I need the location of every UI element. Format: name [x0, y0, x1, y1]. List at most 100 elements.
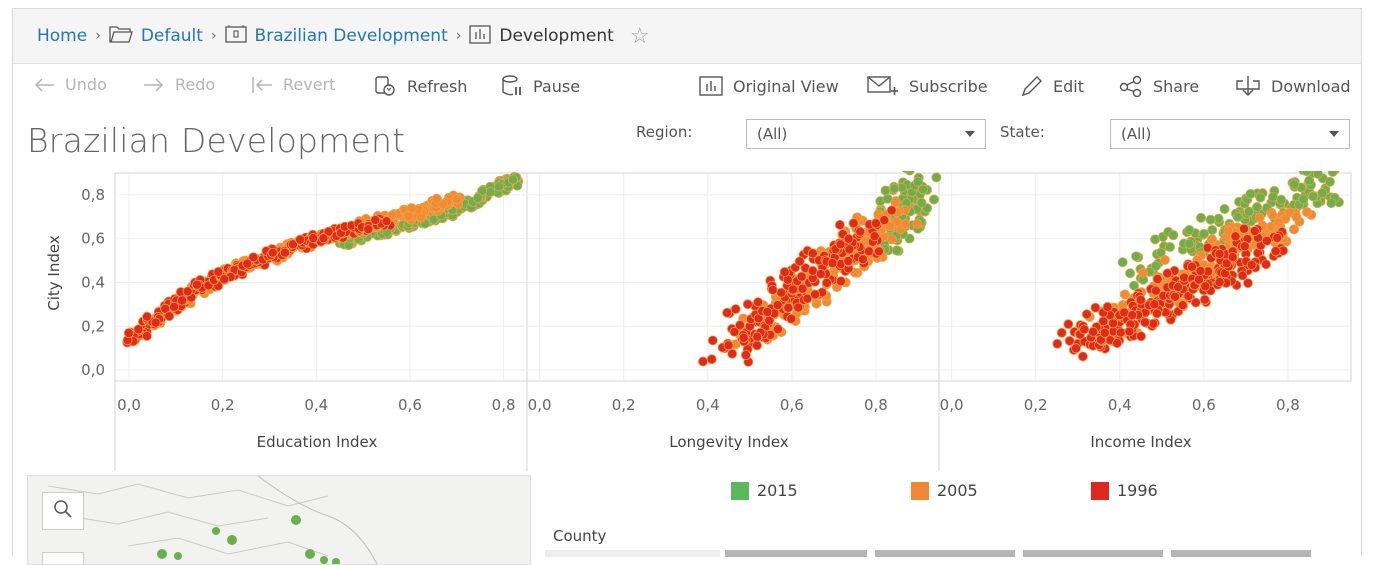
- x-tick-label: 0,8: [1276, 396, 1300, 414]
- data-point-1996: [248, 252, 259, 263]
- data-point-1996: [1112, 338, 1123, 349]
- data-point-2005: [885, 221, 896, 232]
- data-point-1996: [287, 239, 298, 250]
- edit-label: Edit: [1053, 76, 1084, 96]
- share-button[interactable]: Share: [1119, 75, 1199, 97]
- data-point-2005: [912, 218, 923, 229]
- breadcrumb-workbook[interactable]: Brazilian Development: [254, 26, 448, 46]
- state-filter-select[interactable]: (All): [1110, 119, 1350, 149]
- original-view-label: Original View: [733, 76, 839, 96]
- data-point-1996: [863, 246, 874, 257]
- revert-button[interactable]: Revert: [251, 75, 335, 94]
- breadcrumb-project[interactable]: Default: [140, 26, 203, 46]
- data-point-1996: [835, 239, 846, 250]
- redo-button[interactable]: Redo: [143, 75, 215, 94]
- data-point-1996: [1162, 268, 1173, 279]
- subscribe-label: Subscribe: [909, 76, 988, 96]
- data-point-2015: [1267, 191, 1278, 202]
- data-point-1996: [213, 266, 224, 277]
- data-point-1996: [843, 256, 854, 267]
- data-point-1996: [1152, 274, 1163, 285]
- data-point-1996: [706, 354, 717, 365]
- data-point-1996: [150, 317, 161, 328]
- x-tick-label: 0,6: [1192, 396, 1216, 414]
- edit-button[interactable]: Edit: [1019, 75, 1084, 97]
- data-point-1996: [772, 324, 783, 335]
- data-point-1996: [182, 286, 193, 297]
- data-point-1996: [1242, 278, 1253, 289]
- data-point-2015: [1298, 194, 1309, 205]
- arrow-left-icon: [33, 77, 55, 93]
- pause-button[interactable]: Pause: [501, 75, 580, 97]
- data-point-2015: [1199, 228, 1210, 239]
- original-view-icon: [699, 75, 723, 97]
- data-point-1996: [1214, 277, 1225, 288]
- data-point-1996: [164, 311, 175, 322]
- breadcrumb-home[interactable]: Home: [37, 26, 88, 46]
- x-tick-label: 0,4: [1108, 396, 1132, 414]
- data-point-1996: [1148, 318, 1159, 329]
- data-point-1996: [370, 215, 381, 226]
- data-point-2015: [901, 171, 910, 174]
- data-point-1996: [772, 300, 783, 311]
- breadcrumb: Home › Default › Brazilian Development ›…: [13, 9, 1361, 64]
- map-panel[interactable]: [27, 475, 531, 565]
- map-search-button[interactable]: [42, 492, 84, 530]
- data-point-1996: [1136, 331, 1147, 342]
- search-icon: [53, 499, 73, 523]
- data-point-1996: [1237, 270, 1248, 281]
- download-button[interactable]: Download: [1235, 75, 1351, 97]
- data-point-2015: [1324, 176, 1335, 187]
- data-point-2015: [1301, 171, 1312, 177]
- data-point-1996: [810, 289, 821, 300]
- data-point-1996: [807, 248, 818, 259]
- data-point-1996: [1177, 300, 1188, 311]
- refresh-button[interactable]: Refresh: [373, 75, 467, 97]
- map-zoom-button[interactable]: [42, 552, 84, 564]
- data-point-2005: [1207, 234, 1218, 245]
- data-point-1996: [796, 271, 807, 282]
- data-point-1996: [874, 246, 885, 257]
- original-view-button[interactable]: Original View: [699, 75, 839, 97]
- data-point-1996: [738, 332, 749, 343]
- data-point-1996: [740, 350, 751, 361]
- toolbar: Undo Redo Revert Refresh Pause Original …: [13, 65, 1361, 107]
- favorite-star-icon[interactable]: ☆: [629, 23, 650, 49]
- data-point-2015: [1304, 175, 1315, 186]
- data-point-1996: [242, 258, 253, 269]
- data-point-2015: [1168, 230, 1179, 241]
- data-point-1996: [779, 267, 790, 278]
- data-point-1996: [1193, 274, 1204, 285]
- y-axis-title: City Index: [45, 235, 63, 311]
- data-point-2005: [451, 194, 462, 205]
- data-point-1996: [776, 287, 787, 298]
- data-point-2015: [1252, 202, 1263, 213]
- x-tick-label: 0,4: [696, 396, 720, 414]
- data-point-1996: [363, 224, 374, 235]
- undo-button[interactable]: Undo: [33, 75, 107, 94]
- x-tick-label: 0,8: [864, 396, 888, 414]
- data-point-2015: [928, 194, 939, 205]
- data-point-1996: [1179, 272, 1190, 283]
- chevron-down-icon: [1329, 131, 1339, 137]
- download-icon: [1235, 75, 1261, 97]
- data-point-2005: [886, 234, 897, 245]
- region-filter-select[interactable]: (All): [746, 119, 986, 149]
- legend-item-1996[interactable]: 1996: [1091, 481, 1158, 500]
- data-point-2015: [1312, 171, 1323, 179]
- y-tick-label: 0,0: [81, 361, 105, 379]
- data-point-2005: [900, 219, 911, 230]
- data-point-2015: [1129, 280, 1140, 291]
- data-point-1996: [1064, 335, 1075, 346]
- data-point-1996: [783, 302, 794, 313]
- legend-item-2015[interactable]: 2015: [731, 481, 798, 500]
- legend-item-2005[interactable]: 2005: [911, 481, 978, 500]
- data-point-1996: [308, 233, 319, 244]
- x-tick-label: 0,2: [1024, 396, 1048, 414]
- data-point-1996: [1099, 327, 1110, 338]
- data-point-1996: [723, 340, 734, 351]
- data-point-2015: [1125, 268, 1136, 279]
- subscribe-button[interactable]: Subscribe: [867, 75, 988, 97]
- data-point-1996: [1079, 324, 1090, 335]
- legend-swatch: [911, 481, 929, 500]
